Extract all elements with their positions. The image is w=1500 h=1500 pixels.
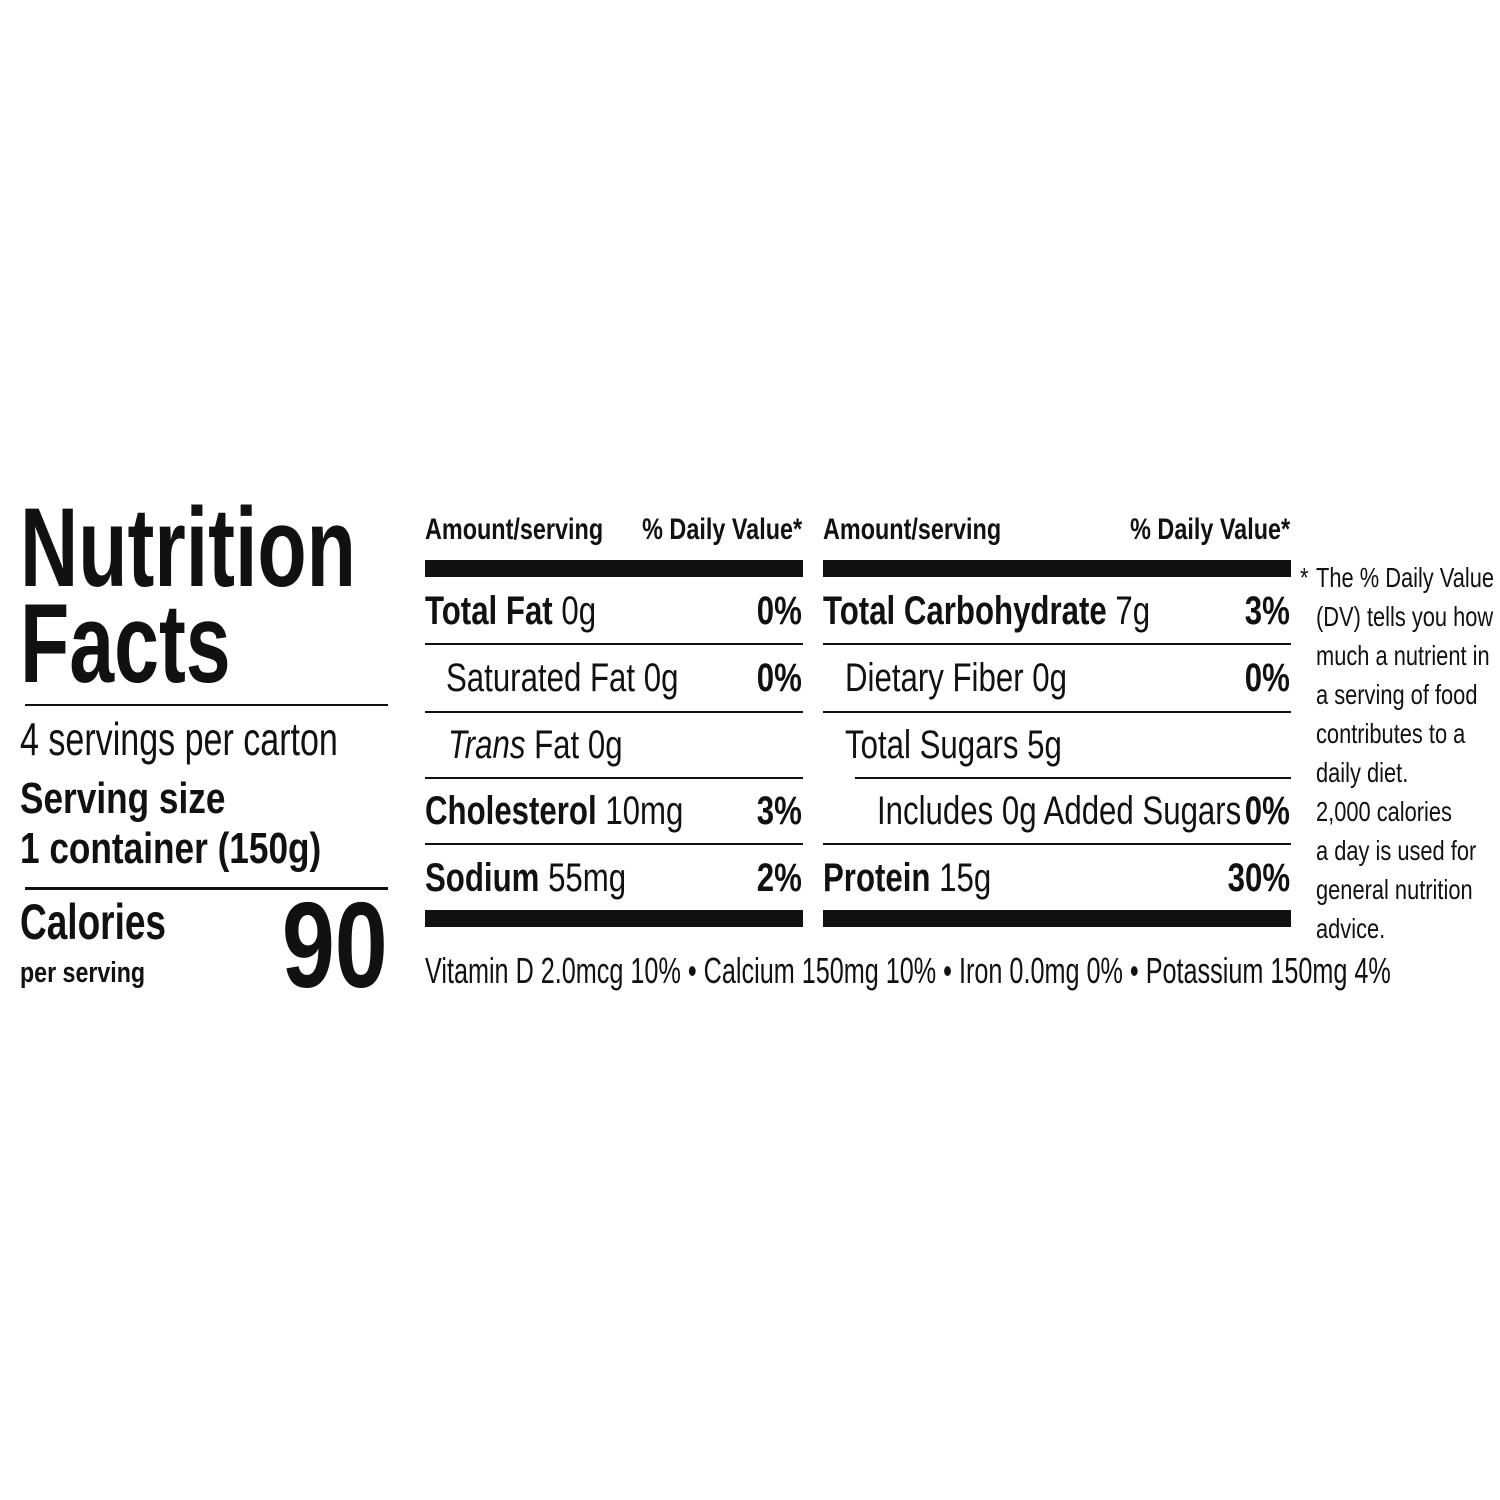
row-added-sugars: Includes 0g Added Sugars bbox=[877, 789, 1242, 833]
thick-bar bbox=[823, 560, 1291, 577]
thick-bar bbox=[823, 910, 1291, 927]
dv-total-carbohydrate: 3% bbox=[1244, 589, 1290, 633]
title-facts: Facts bbox=[20, 581, 231, 706]
footnote-asterisk: * bbox=[1300, 562, 1309, 593]
title-nutrition: Nutrition bbox=[20, 485, 356, 610]
left-header-dv: % Daily Value* bbox=[642, 513, 802, 546]
dv-dietary-fiber: 0% bbox=[1244, 656, 1290, 700]
dv-cholesterol: 3% bbox=[756, 789, 802, 833]
dv-protein: 30% bbox=[1227, 856, 1290, 900]
footnote-line: a serving of food bbox=[1316, 679, 1478, 710]
footnote-line: a day is used for bbox=[1316, 835, 1477, 866]
divider bbox=[823, 843, 1291, 845]
row-total-fat: Total Fat 0g bbox=[425, 589, 597, 633]
row-total-carbohydrate: Total Carbohydrate 7g bbox=[823, 589, 1151, 633]
calories-per-serving: per serving bbox=[20, 957, 146, 989]
row-sodium: Sodium 55mg bbox=[425, 856, 627, 900]
footnote-line: contributes to a bbox=[1316, 718, 1466, 749]
row-total-sugars: Total Sugars 5g bbox=[845, 723, 1062, 767]
divider bbox=[25, 887, 388, 890]
calories-label: Calories bbox=[20, 894, 167, 950]
divider bbox=[823, 711, 1291, 713]
divider bbox=[425, 643, 803, 645]
calories-value: 90 bbox=[282, 877, 388, 1013]
thick-bar bbox=[425, 910, 803, 927]
row-saturated-fat: Saturated Fat 0g bbox=[446, 656, 679, 700]
dv-added-sugars: 0% bbox=[1244, 789, 1290, 833]
right-header-dv: % Daily Value* bbox=[1130, 513, 1290, 546]
dv-total-fat: 0% bbox=[756, 589, 802, 633]
divider bbox=[25, 704, 388, 706]
servings-per-container: 4 servings per carton bbox=[20, 713, 338, 765]
divider bbox=[425, 777, 803, 779]
footnote-line: daily diet. bbox=[1316, 757, 1409, 788]
footnote-line: general nutrition bbox=[1316, 874, 1473, 905]
footnote-line: advice. bbox=[1316, 913, 1386, 944]
footnote-line: The % Daily Value bbox=[1316, 562, 1495, 593]
divider bbox=[855, 777, 1291, 779]
row-dietary-fiber: Dietary Fiber 0g bbox=[845, 656, 1067, 700]
thick-bar bbox=[425, 560, 803, 577]
footnote: The % Daily Value (DV) tells you how muc… bbox=[1316, 558, 1500, 948]
divider bbox=[425, 843, 803, 845]
dv-sodium: 2% bbox=[756, 856, 802, 900]
divider bbox=[425, 711, 803, 713]
left-header-amount: Amount/serving bbox=[425, 513, 604, 546]
footnote-line: 2,000 calories bbox=[1316, 796, 1452, 827]
dv-saturated-fat: 0% bbox=[756, 656, 802, 700]
right-header-amount: Amount/serving bbox=[823, 513, 1002, 546]
serving-size-label: Serving size bbox=[20, 774, 226, 823]
divider bbox=[823, 643, 1291, 645]
vitamins-minerals: Vitamin D 2.0mcg 10% • Calcium 150mg 10%… bbox=[425, 950, 1391, 991]
footnote-line: (DV) tells you how bbox=[1316, 601, 1494, 632]
row-cholesterol: Cholesterol 10mg bbox=[425, 789, 684, 833]
row-trans-fat: Trans Fat 0g bbox=[448, 723, 623, 767]
serving-size-value: 1 container (150g) bbox=[20, 824, 322, 873]
footnote-line: much a nutrient in bbox=[1316, 640, 1490, 671]
row-protein: Protein 15g bbox=[823, 856, 992, 900]
